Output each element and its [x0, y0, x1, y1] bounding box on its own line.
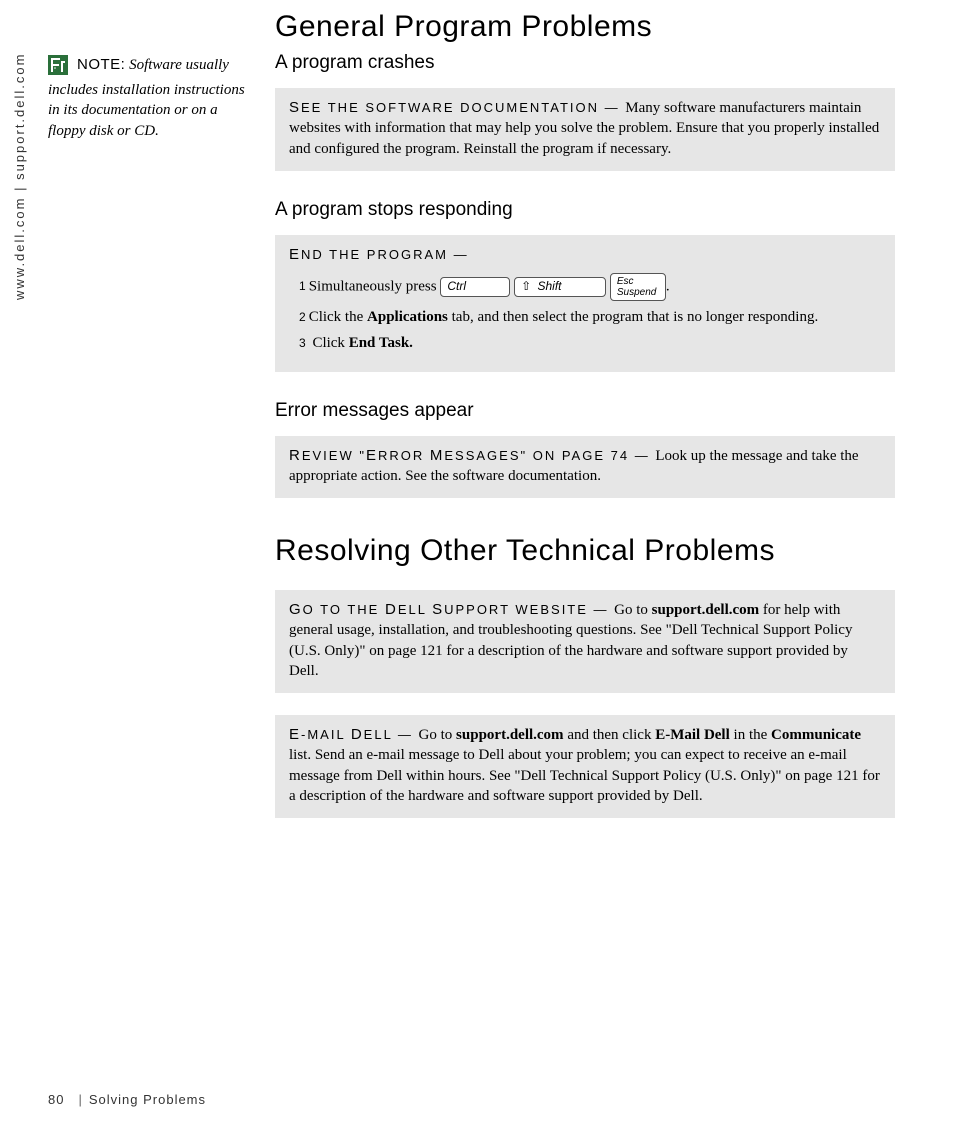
step-num-2: 2 — [299, 310, 306, 324]
box4-lead: GO TO THE DELL SUPPORT WEBSITE — — [289, 602, 614, 617]
heading-error-messages: Error messages appear — [275, 400, 895, 422]
box5-p3: in the — [730, 727, 771, 743]
box5-lead: E-MAIL DELL — — [289, 727, 419, 742]
box-email-dell: E-MAIL DELL — Go to support.dell.com and… — [275, 715, 895, 818]
key-esc-suspend: EscSuspend — [610, 273, 666, 301]
box1-lead: SEE THE SOFTWARE DOCUMENTATION — — [289, 100, 625, 115]
step-1: 1Simultaneously press Ctrl ⇧ Shift EscSu… — [299, 273, 881, 301]
step-2: 2Click the Applications tab, and then se… — [299, 307, 881, 327]
note-text: NOTE: Software usually includes installa… — [48, 57, 245, 139]
main-content: General Program Problems A program crash… — [275, 10, 895, 840]
step-num-3: 3 — [299, 336, 306, 350]
box5-p1: Go to — [419, 727, 457, 743]
heading-general-problems: General Program Problems — [275, 10, 895, 44]
page-footer: 80 | Solving Problems — [48, 1092, 206, 1107]
vertical-url-text: www.dell.com | support.dell.com — [12, 53, 27, 300]
shift-arrow-icon: ⇧ — [521, 280, 531, 293]
step2-pre: Click the — [309, 309, 367, 325]
step3-bold: End Task. — [349, 335, 413, 351]
shift-label: Shift — [534, 279, 561, 293]
box5-p2: and then click — [564, 727, 656, 743]
step-3: 3 Click End Task. — [299, 333, 881, 353]
step1-post: . — [666, 278, 670, 294]
note-label: NOTE: — [77, 56, 125, 73]
box-end-program: END THE PROGRAM — 1Simultaneously press … — [275, 235, 895, 372]
box5-b2: E-Mail Dell — [655, 727, 730, 743]
step-num-1: 1 — [299, 279, 306, 293]
esc-label: Esc — [617, 276, 634, 287]
key-ctrl: Ctrl — [440, 277, 510, 296]
box-review-errors: REVIEW "ERROR MESSAGES" ON PAGE 74 — Loo… — [275, 436, 895, 499]
footer-section: Solving Problems — [89, 1092, 206, 1107]
suspend-label: Suspend — [617, 287, 659, 298]
box4-bold: support.dell.com — [652, 602, 760, 618]
step-list: 1Simultaneously press Ctrl ⇧ Shift EscSu… — [299, 273, 881, 354]
heading-stops-responding: A program stops responding — [275, 199, 895, 221]
box-dell-support: GO TO THE DELL SUPPORT WEBSITE — Go to s… — [275, 590, 895, 693]
box3-lead: REVIEW "ERROR MESSAGES" ON PAGE 74 — — [289, 448, 655, 463]
heading-program-crashes: A program crashes — [275, 52, 895, 74]
box5-p4: list. Send an e-mail message to Dell abo… — [289, 747, 880, 804]
note-icon — [48, 55, 68, 80]
page-number: 80 — [48, 1092, 64, 1107]
step3-pre: Click — [309, 335, 349, 351]
step1-pre: Simultaneously press — [309, 278, 441, 294]
heading-resolving-other: Resolving Other Technical Problems — [275, 534, 895, 568]
box-see-documentation: SEE THE SOFTWARE DOCUMENTATION — Many so… — [275, 88, 895, 171]
box5-b3: Communicate — [771, 727, 861, 743]
sidebar-note: NOTE: Software usually includes installa… — [48, 55, 248, 141]
key-shift: ⇧ Shift — [514, 277, 606, 296]
footer-divider: | — [78, 1092, 82, 1107]
step2-post: tab, and then select the program that is… — [448, 309, 818, 325]
box2-lead: END THE PROGRAM — — [289, 247, 469, 262]
box5-b1: support.dell.com — [456, 727, 564, 743]
step2-bold: Applications — [367, 309, 448, 325]
box4-pre: Go to — [614, 602, 652, 618]
